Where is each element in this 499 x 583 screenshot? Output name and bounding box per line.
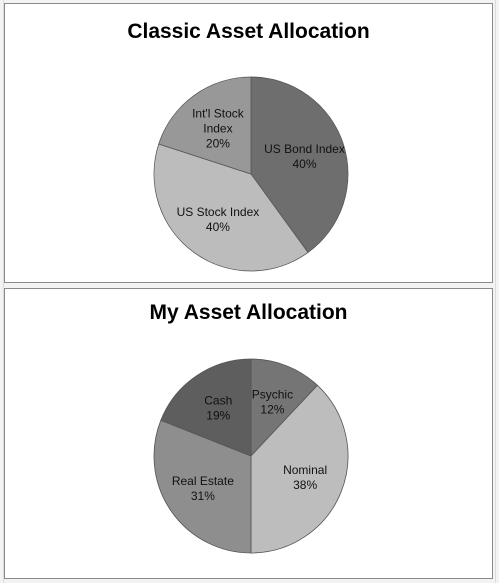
slice-label-cash: Cash 19% [204,393,232,422]
chart-title: My Asset Allocation [149,301,348,324]
pie-slice-psychic[interactable] [250,358,318,458]
pie-slice-real-estate[interactable] [153,419,252,554]
chart-title: Classic Asset Allocation [127,20,370,43]
pie-slice-us-bond-index[interactable] [250,76,349,254]
slice-label-real-estate: Real Estate 31% [172,474,234,503]
pie-slice-cash[interactable] [160,358,252,457]
slice-label-us-bond-index: US Bond Index 40% [264,142,345,171]
my-allocation-pie: Psychic 12% Nominal 38% Real Estate 31% Cash 19… [153,358,349,554]
slice-label-int-l-stock: Int'l Stock Index 20% [192,106,245,150]
classic-allocation-chart[interactable]: Classic Asset Allocation US Bond Index 40… [4,3,493,283]
sheet-gridline [3,0,4,583]
pie-slice-us-stock-index[interactable] [153,143,309,272]
pie-slice-nominal[interactable] [250,384,349,554]
slice-label-psychic: Psychic 12% [252,387,293,416]
slice-label-nominal: Nominal 38% [283,463,327,492]
slice-label-us-stock-index: US Stock Index 40% [177,205,260,234]
my-allocation-chart[interactable]: My Asset Allocation Psychic 12% Nominal 38%… [4,288,493,579]
sheet-gridline [495,0,496,583]
classic-allocation-pie: US Bond Index 40% US Stock Index 40% Int'l S… [153,76,349,272]
pie-slice-int-l-stock[interactable] [158,76,252,175]
